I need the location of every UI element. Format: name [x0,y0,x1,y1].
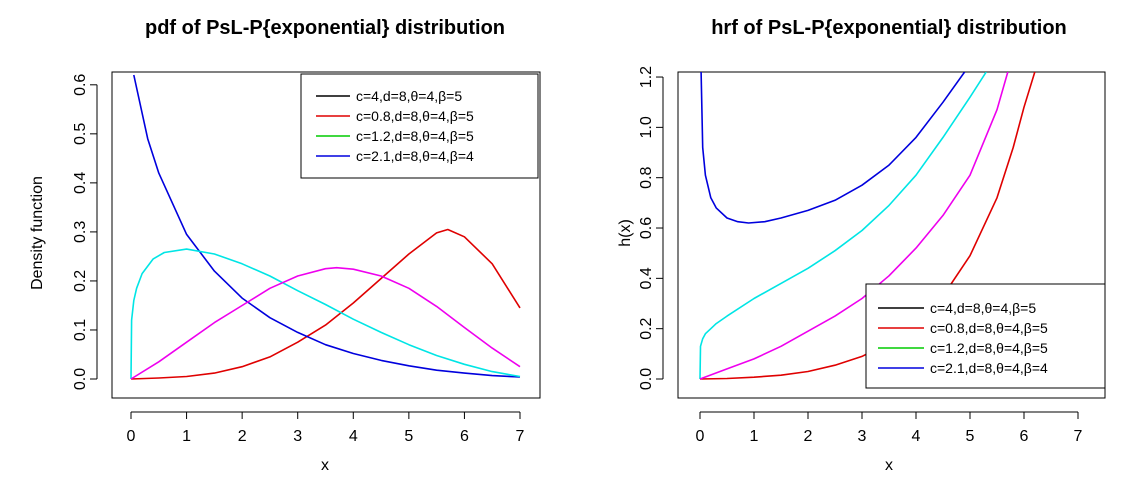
legend-label: c=2.1,d=8,θ=4,β=4 [356,148,474,164]
y-tick-label: 0.6 [638,217,655,239]
y-tick-label: 0.1 [72,319,89,341]
legend-item: c=2.1,d=8,θ=4,β=4 [316,148,474,164]
x-tick-label: 7 [516,428,525,445]
plot-frame [677,71,1106,399]
series-line [130,266,521,380]
x-axis: 0 1 2 3 4 5 6 7 [127,411,525,445]
legend-label: c=4,d=8,θ=4,β=5 [356,88,462,104]
y-tick-label: 0.6 [72,74,89,96]
x-axis-label: x [321,457,329,474]
y-axis-label: h(x) [617,219,634,247]
hrf-chart: hrf of PsL-P{exponential} distribution 0… [617,17,1106,474]
x-tick-label: 0 [696,428,705,445]
y-tick-label: 0.2 [72,270,89,292]
y-axis: 0.0 0.1 0.2 0.3 0.4 0.5 0.6 [72,74,98,390]
y-axis: 0.0 0.2 0.4 0.6 0.8 1.0 1.2 [638,66,664,390]
x-tick-label: 4 [912,428,921,445]
legend: c=4,d=8,θ=4,β=5 c=0.8,d=8,θ=4,β=5 c=1.2,d=… [300,73,539,179]
legend-label: c=1.2,d=8,θ=4,β=5 [930,340,1048,356]
y-tick-label: 0.8 [638,166,655,188]
y-tick-label: 0.5 [72,123,89,145]
x-tick-label: 5 [404,428,413,445]
y-tick-label: 0.4 [72,172,89,194]
chart-title: hrf of PsL-P{exponential} distribution [711,17,1067,39]
y-tick-label: 0.3 [72,221,89,243]
plot-area: 0 1 2 3 4 5 6 7 0.0 0.2 0.4 0.6 0.8 1.0 1.2 c=4,d=8,θ=4… [638,66,1106,445]
x-tick-label: 6 [1020,428,1029,445]
series-line [133,74,521,378]
x-tick-label: 0 [127,428,136,445]
series-line [699,72,987,380]
y-tick-label: 0.0 [638,368,655,390]
x-tick-label: 2 [804,428,813,445]
x-tick-label: 3 [293,428,302,445]
legend-item: c=1.2,d=8,θ=4,β=5 [316,128,474,144]
series-line [699,72,1009,380]
y-tick-label: 0.2 [638,317,655,339]
y-tick-label: 0.0 [72,368,89,390]
legend-box [865,283,1106,389]
chart-title: pdf of PsL-P{exponential} distribution [145,17,505,39]
series-group [130,74,521,380]
legend-item: c=0.8,d=8,θ=4,β=5 [878,320,1048,336]
y-axis-label: Density function [29,176,46,290]
x-tick-label: 6 [460,428,469,445]
x-tick-label: 5 [966,428,975,445]
x-tick-label: 7 [1074,428,1083,445]
legend-label: c=1.2,d=8,θ=4,β=5 [356,128,474,144]
x-axis-label: x [885,457,893,474]
legend: c=4,d=8,θ=4,β=5 c=0.8,d=8,θ=4,β=5 c=1.2,d=… [865,283,1106,389]
x-tick-label: 3 [858,428,867,445]
series-line [130,248,521,380]
legend-label: c=0.8,d=8,θ=4,β=5 [930,320,1048,336]
x-axis: 0 1 2 3 4 5 6 7 [696,411,1083,445]
series-line [700,72,966,224]
legend-item: c=0.8,d=8,θ=4,β=5 [316,108,474,124]
plot-frame [111,71,541,399]
legend-item: c=4,d=8,θ=4,β=5 [316,88,462,104]
x-tick-label: 1 [182,428,191,445]
legend-item: c=4,d=8,θ=4,β=5 [878,300,1036,316]
y-tick-label: 1.2 [638,66,655,88]
legend-label: c=2.1,d=8,θ=4,β=4 [930,360,1048,376]
x-tick-label: 2 [238,428,247,445]
pdf-chart: pdf of PsL-P{exponential} distribution 0… [29,17,541,474]
plot-area: 0 1 2 3 4 5 6 7 0.0 0.1 0.2 0.3 0.4 0.5 0.6 c=4,d=8,θ=4… [72,71,541,445]
x-tick-label: 1 [750,428,759,445]
legend-box [300,73,539,179]
legend-item: c=2.1,d=8,θ=4,β=4 [878,360,1048,376]
series-line [130,228,521,380]
y-tick-label: 0.4 [638,267,655,289]
legend-label: c=0.8,d=8,θ=4,β=5 [356,108,474,124]
y-tick-label: 1.0 [638,116,655,138]
legend-label: c=4,d=8,θ=4,β=5 [930,300,1036,316]
x-tick-label: 4 [349,428,358,445]
legend-item: c=1.2,d=8,θ=4,β=5 [878,340,1048,356]
